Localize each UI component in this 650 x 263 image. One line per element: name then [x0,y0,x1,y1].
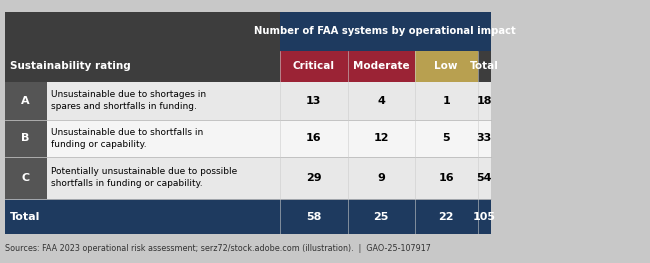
Text: Total: Total [10,211,40,222]
Bar [280,12,491,51]
Bar [5,82,491,120]
Bar [348,51,415,82]
Text: 54: 54 [476,173,492,183]
Text: B: B [21,133,30,143]
Bar [5,157,47,199]
Bar [5,51,280,82]
Text: 4: 4 [377,96,385,106]
Text: 33: 33 [476,133,492,143]
Bar [5,120,47,157]
Text: 1: 1 [443,96,450,106]
Text: C: C [21,173,30,183]
Text: Number of FAA systems by operational impact: Number of FAA systems by operational imp… [254,26,516,36]
Text: 29: 29 [306,173,322,183]
Text: Potentially unsustainable due to possible
shortfalls in funding or capability.: Potentially unsustainable due to possibl… [51,167,237,188]
Bar [478,51,491,82]
Text: 22: 22 [439,211,454,222]
Bar [5,199,491,234]
Text: Total: Total [470,61,499,71]
Bar [415,51,478,82]
Text: Critical: Critical [292,61,335,71]
Text: 16: 16 [438,173,454,183]
Text: 12: 12 [374,133,389,143]
Text: 13: 13 [306,96,321,106]
Text: Unsustainable due to shortages in
spares and shortfalls in funding.: Unsustainable due to shortages in spares… [51,90,206,111]
Text: 9: 9 [377,173,385,183]
Bar [5,82,47,120]
Text: 5: 5 [443,133,450,143]
Text: Sustainability rating: Sustainability rating [10,61,131,71]
Text: A: A [21,96,30,106]
Text: 105: 105 [473,211,496,222]
Text: Low: Low [434,61,458,71]
Text: 58: 58 [306,211,321,222]
Bar [5,12,280,51]
Bar [5,120,491,157]
Text: 25: 25 [374,211,389,222]
Text: Sources: FAA 2023 operational risk assessment; serz72/stock.adobe.com (illustrat: Sources: FAA 2023 operational risk asses… [5,244,430,253]
Text: 16: 16 [306,133,322,143]
Text: 18: 18 [476,96,492,106]
Text: Moderate: Moderate [353,61,410,71]
Bar [5,157,491,199]
Text: Unsustainable due to shortfalls in
funding or capability.: Unsustainable due to shortfalls in fundi… [51,128,203,149]
Bar [280,51,348,82]
